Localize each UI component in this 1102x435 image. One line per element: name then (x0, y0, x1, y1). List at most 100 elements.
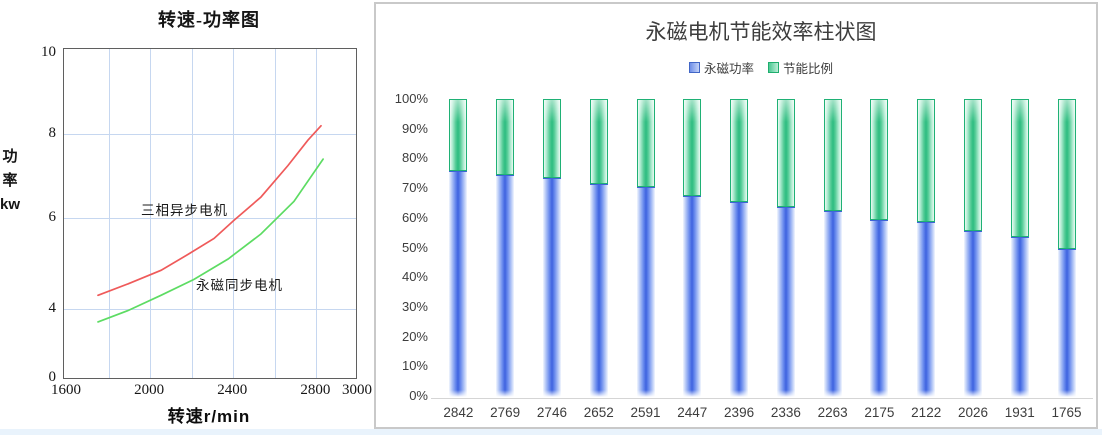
y-tick-label: 100% (394, 91, 428, 106)
y-tick-label: 6 (48, 209, 57, 226)
category-labels: 2842 2769 2746 2652 2591 2447 2396 2336 2263 2175… (435, 405, 1090, 420)
bar-slot-2652 (575, 99, 622, 398)
legend: 永磁功率 节能比例 (430, 58, 1092, 77)
segment-saving-ratio (917, 99, 936, 222)
left-plot-area: 三相异步电机永磁同步电机 (63, 48, 357, 379)
bar-slot-2396 (716, 99, 763, 398)
stacked-bar-2447 (683, 99, 702, 398)
curve-label-asynchronous: 三相异步电机 (141, 203, 228, 218)
x-tick-label: 1600 (51, 382, 81, 398)
left-x-axis-label: 转速r/min (167, 407, 251, 426)
y-tick-label: 90% (401, 120, 428, 136)
line-curves-canvas (97, 124, 324, 323)
segment-saving-ratio (683, 99, 702, 197)
x-tick-label: 3000 (342, 382, 372, 398)
y-tick-label: 0 (48, 369, 57, 385)
x-tick-label: 2000 (134, 382, 165, 398)
stacked-bar-2263 (823, 99, 842, 398)
bar-slot-2336 (762, 99, 809, 398)
vertical-gridline (150, 49, 152, 378)
bar-slot-2746 (529, 99, 576, 398)
bar-slot-2122 (903, 99, 950, 398)
segment-pm-power (823, 211, 842, 398)
stacked-bar-1931 (1010, 99, 1029, 398)
category-label: 2263 (817, 405, 848, 420)
segment-pm-power (542, 178, 561, 398)
y-tick-label: 30% (401, 298, 428, 314)
category-label: 2842 (443, 405, 474, 420)
legend-label-saving-ratio: 节能比例 (783, 62, 834, 76)
legend-swatch-blue-icon (688, 62, 700, 73)
vertical-gridline (233, 49, 235, 378)
category-label: 2122 (911, 405, 942, 420)
legend-item-pm-power: 永磁功率 (688, 58, 754, 77)
vertical-gridline (108, 49, 110, 378)
segment-pm-power (636, 187, 655, 398)
segment-pm-power (776, 206, 795, 398)
y-axis-label-line: 率 (2, 172, 18, 189)
category-label: 2396 (724, 405, 755, 420)
category-label: 2652 (583, 405, 614, 420)
bar-slot-2175 (856, 99, 903, 398)
y-tick-label: 40% (401, 269, 428, 285)
stacked-bar-2336 (776, 99, 795, 398)
segment-saving-ratio (1057, 99, 1076, 249)
horizontal-gridline (64, 218, 356, 220)
segment-saving-ratio (963, 99, 982, 231)
segment-saving-ratio (636, 99, 655, 188)
bar-slot-1765 (1043, 99, 1090, 398)
left-chart-title: 转速-功率图 (158, 10, 260, 30)
y-tick-label: 10% (401, 358, 428, 374)
stacked-bar-2175 (870, 99, 889, 398)
vertical-gridline (274, 49, 276, 378)
bar-slot-1931 (996, 99, 1043, 398)
category-label: 2591 (630, 405, 661, 420)
stacked-bar-2591 (636, 99, 655, 398)
segment-saving-ratio (589, 99, 608, 185)
segment-saving-ratio (1010, 99, 1029, 237)
curve-label-pm-synchronous: 永磁同步电机 (196, 278, 283, 293)
segment-pm-power (1010, 236, 1029, 398)
segment-saving-ratio (730, 99, 749, 203)
segment-pm-power (870, 220, 889, 398)
y-tick-label: 80% (401, 150, 428, 166)
x-axis-line (431, 398, 1093, 399)
stacked-bar-2842 (449, 99, 468, 398)
category-label: 2746 (536, 405, 567, 420)
legend-item-saving-ratio: 节能比例 (768, 58, 833, 77)
stacked-bar-2396 (730, 99, 749, 398)
x-tick-label: 2400 (217, 382, 248, 398)
segment-saving-ratio (776, 99, 795, 207)
segment-saving-ratio (870, 99, 889, 221)
category-label: 2175 (864, 405, 895, 420)
bar-slot-2026 (950, 99, 997, 398)
stacked-bar-2652 (589, 99, 608, 398)
category-label: 2769 (490, 405, 521, 420)
y-tick-label: 70% (401, 180, 428, 196)
stacked-bar-2026 (963, 99, 982, 398)
bars-area (435, 99, 1090, 398)
y-axis-label-line: kw (0, 196, 21, 213)
y-tick-label: 8 (48, 124, 57, 141)
bar-slot-2591 (622, 99, 669, 398)
category-label: 2026 (957, 405, 988, 420)
segment-saving-ratio (542, 99, 561, 179)
segment-saving-ratio (496, 99, 515, 176)
bar-slot-2447 (669, 99, 716, 398)
segment-pm-power (917, 221, 936, 398)
vertical-gridline (191, 49, 193, 378)
category-label: 1765 (1051, 405, 1082, 420)
bottom-strip (0, 429, 1102, 435)
bar-slot-2842 (435, 99, 482, 398)
x-tick-label: 2800 (300, 382, 331, 398)
horizontal-gridline (64, 133, 356, 135)
segment-pm-power (449, 170, 468, 398)
category-label: 1931 (1004, 405, 1035, 420)
y-tick-label: 0% (409, 388, 428, 403)
curve-pm-synchronous-motor (97, 158, 324, 323)
segment-pm-power (589, 184, 608, 398)
bar-slot-2769 (482, 99, 529, 398)
vertical-gridline (316, 49, 318, 378)
stacked-bar-2746 (542, 99, 561, 398)
